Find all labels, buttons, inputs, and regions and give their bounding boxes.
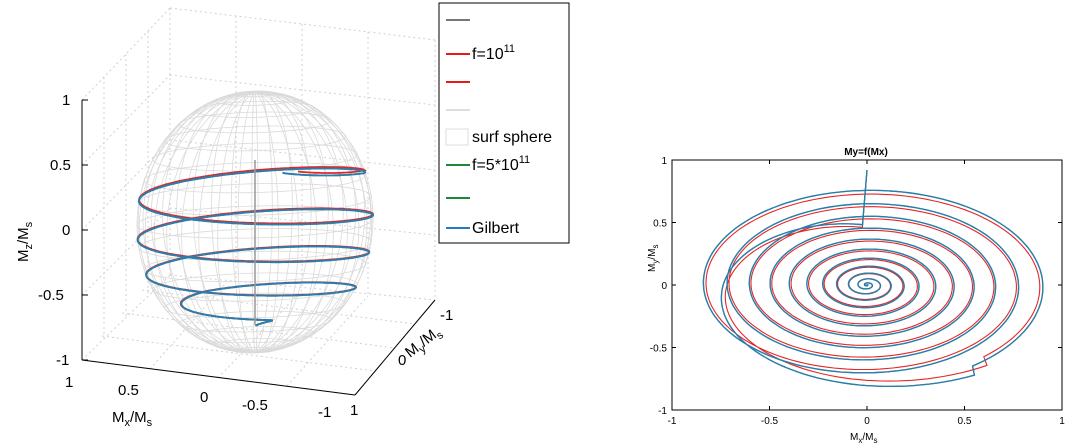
spiral-curves-3d [136,166,375,327]
x-tick-label: 0.5 [118,382,139,399]
legend-label: surf sphere [472,129,552,146]
y-axis-label-2d: My/Ms [647,245,660,272]
spiral-curves-2d [702,169,1044,388]
x-tick-label-2d: -0.5 [761,416,779,427]
legend-box [438,2,570,244]
sphere-longitude-line [211,90,299,354]
sphere-longitude-line [192,90,318,354]
chart-title: My=f(Mx) [844,147,888,158]
y-tick-label-2d: 0.5 [653,219,667,230]
z-tick-label: -0.5 [38,287,64,304]
legend-label: Gilbert [472,220,520,237]
y-tick-label-2d: -0.5 [650,344,668,355]
y-tick-label: 1 [350,402,358,419]
sphere-longitude-line [230,90,280,354]
x-tick-label: 1 [65,374,73,391]
sphere-longitude-line [251,90,259,354]
chart-3d-spiral: 1 0.5 0 -0.5 -1 1 0.5 0 -0.5 -1 -1 0 1 M… [15,2,570,429]
legend-label: f=1011 [472,43,515,63]
legend-swatch-patch [445,128,469,146]
x-tick-label: -1 [318,404,331,421]
sphere-longitude-line [153,91,356,353]
x-tick-label-2d: 0.5 [958,416,972,427]
y-tick-label-2d: 1 [661,156,667,167]
sphere-longitude-line [198,90,312,354]
y-tick-label-2d: 0 [661,281,667,292]
z-axis-label: Mz/Ms [15,221,35,262]
x-axis-label: Mx/Ms [112,409,153,429]
x-tick-label-2d: -1 [668,416,677,427]
y-tick-label: -1 [440,307,453,324]
z-tick-label: 0 [62,222,70,239]
x-axis-label-2d: Mx/Ms [850,432,877,445]
x-tick-label: -0.5 [242,397,268,414]
y-axis-label: My/Ms [402,323,446,364]
sphere-longitude-line [137,91,373,353]
spiral-series-3d [136,167,375,327]
z-tick-label: 0.5 [50,157,71,174]
legend-3d: f=1011 surf sphere f=5*1011 Gilbert [438,2,570,244]
y-tick-label-2d: -1 [658,406,667,417]
y-tick-label: 0 [398,352,406,369]
axes-2d-ticks: -1 -0.5 0 0.5 1 1 0.5 0 -0.5 -1 [650,156,1065,427]
legend-label: f=5*1011 [472,154,530,174]
sphere-longitude-line [176,91,334,353]
legend-entries: f=1011 surf sphere f=5*1011 Gilbert [445,19,552,237]
sphere-longitude-line [237,90,273,354]
x-tick-label: 0 [200,389,208,406]
chart-2d-spiral: My=f(Mx) -1 -0.5 0 0.5 1 1 0.5 0 -0.5 -1 Mx/Ms My… [647,147,1065,445]
z-tick-label: -1 [56,352,69,369]
z-tick-label: 1 [62,92,70,109]
x-tick-label-2d: 0 [864,416,870,427]
z-tick-marks [82,99,88,361]
x-tick-label-2d: 1 [1059,416,1065,427]
spiral-series-2d [702,169,1044,388]
sphere-longitude-line [138,91,372,353]
